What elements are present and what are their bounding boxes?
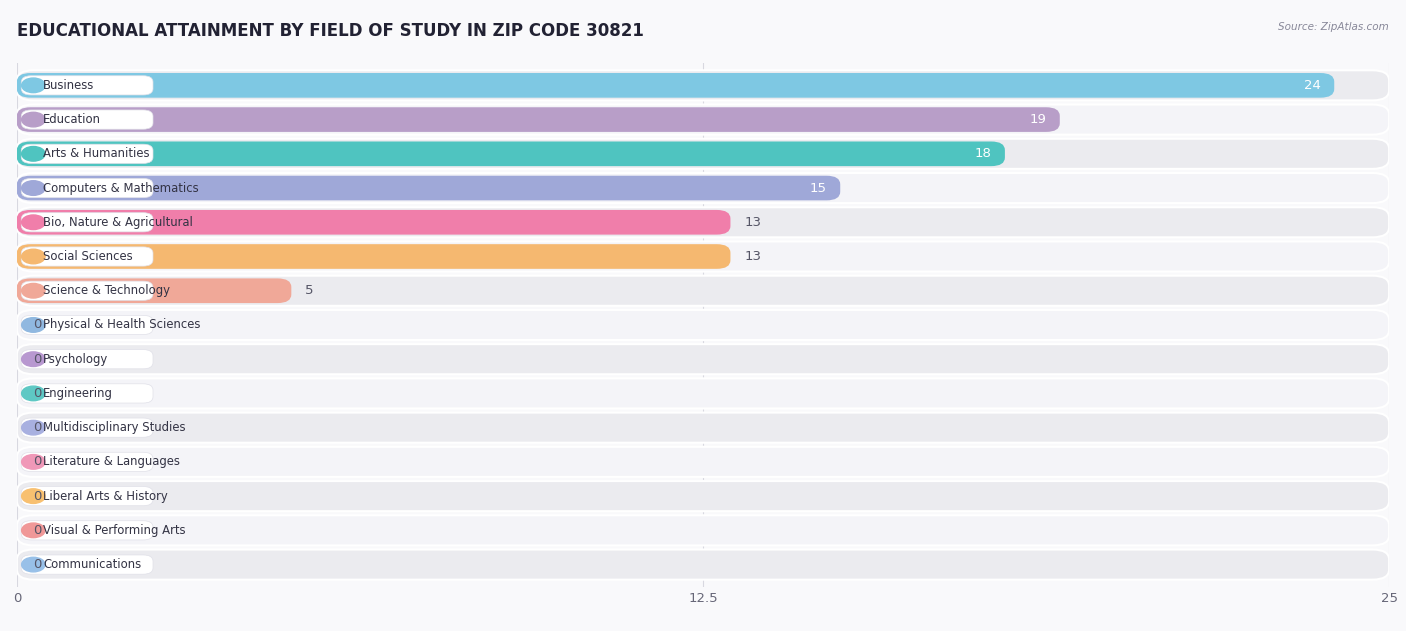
FancyBboxPatch shape [21, 316, 153, 334]
Circle shape [21, 454, 45, 469]
FancyBboxPatch shape [17, 210, 731, 235]
Circle shape [21, 146, 45, 161]
Circle shape [21, 215, 45, 230]
Text: Engineering: Engineering [44, 387, 112, 400]
FancyBboxPatch shape [17, 310, 1389, 340]
Text: 0: 0 [34, 456, 42, 468]
FancyBboxPatch shape [21, 213, 153, 232]
FancyBboxPatch shape [17, 141, 1005, 166]
FancyBboxPatch shape [17, 107, 1060, 132]
FancyBboxPatch shape [21, 144, 153, 163]
FancyBboxPatch shape [17, 175, 841, 201]
FancyBboxPatch shape [21, 418, 153, 437]
Text: Liberal Arts & History: Liberal Arts & History [44, 490, 167, 503]
FancyBboxPatch shape [21, 350, 153, 369]
FancyBboxPatch shape [17, 73, 1334, 98]
Text: 15: 15 [810, 182, 827, 194]
Circle shape [21, 249, 45, 264]
Text: Source: ZipAtlas.com: Source: ZipAtlas.com [1278, 22, 1389, 32]
FancyBboxPatch shape [17, 278, 291, 303]
FancyBboxPatch shape [21, 487, 153, 505]
Circle shape [21, 78, 45, 93]
Text: 0: 0 [34, 353, 42, 366]
FancyBboxPatch shape [21, 555, 153, 574]
FancyBboxPatch shape [17, 516, 1389, 545]
Circle shape [21, 420, 45, 435]
Text: 13: 13 [744, 250, 761, 263]
Circle shape [21, 317, 45, 333]
FancyBboxPatch shape [17, 379, 1389, 408]
Text: Arts & Humanities: Arts & Humanities [44, 147, 149, 160]
Text: Psychology: Psychology [44, 353, 108, 366]
Text: 0: 0 [34, 319, 42, 331]
FancyBboxPatch shape [17, 413, 1389, 443]
Circle shape [21, 489, 45, 504]
Circle shape [21, 386, 45, 401]
Text: 13: 13 [744, 216, 761, 229]
FancyBboxPatch shape [21, 281, 153, 300]
FancyBboxPatch shape [21, 110, 153, 129]
Text: 18: 18 [974, 147, 991, 160]
Text: Science & Technology: Science & Technology [44, 284, 170, 297]
Text: 0: 0 [34, 558, 42, 571]
Text: 0: 0 [34, 387, 42, 400]
FancyBboxPatch shape [17, 244, 731, 269]
FancyBboxPatch shape [21, 452, 153, 471]
Circle shape [21, 523, 45, 538]
FancyBboxPatch shape [21, 179, 153, 198]
Text: 24: 24 [1303, 79, 1320, 92]
Text: Literature & Languages: Literature & Languages [44, 456, 180, 468]
FancyBboxPatch shape [21, 76, 153, 95]
FancyBboxPatch shape [21, 521, 153, 540]
Circle shape [21, 352, 45, 367]
Text: 19: 19 [1029, 113, 1046, 126]
Text: Education: Education [44, 113, 101, 126]
Text: Physical & Health Sciences: Physical & Health Sciences [44, 319, 201, 331]
Circle shape [21, 283, 45, 298]
FancyBboxPatch shape [17, 481, 1389, 511]
Text: Bio, Nature & Agricultural: Bio, Nature & Agricultural [44, 216, 193, 229]
FancyBboxPatch shape [21, 384, 153, 403]
FancyBboxPatch shape [17, 139, 1389, 169]
Text: Multidisciplinary Studies: Multidisciplinary Studies [44, 421, 186, 434]
Text: Business: Business [44, 79, 94, 92]
FancyBboxPatch shape [17, 550, 1389, 580]
Text: Social Sciences: Social Sciences [44, 250, 132, 263]
FancyBboxPatch shape [17, 173, 1389, 203]
Text: Computers & Mathematics: Computers & Mathematics [44, 182, 198, 194]
Text: 0: 0 [34, 490, 42, 503]
Text: 0: 0 [34, 421, 42, 434]
FancyBboxPatch shape [21, 247, 153, 266]
FancyBboxPatch shape [17, 276, 1389, 306]
Circle shape [21, 112, 45, 127]
FancyBboxPatch shape [17, 242, 1389, 271]
FancyBboxPatch shape [17, 207, 1389, 237]
Text: EDUCATIONAL ATTAINMENT BY FIELD OF STUDY IN ZIP CODE 30821: EDUCATIONAL ATTAINMENT BY FIELD OF STUDY… [17, 22, 644, 40]
Circle shape [21, 180, 45, 196]
Circle shape [21, 557, 45, 572]
FancyBboxPatch shape [17, 344, 1389, 374]
FancyBboxPatch shape [17, 70, 1389, 100]
FancyBboxPatch shape [17, 447, 1389, 477]
FancyBboxPatch shape [17, 105, 1389, 134]
Text: Visual & Performing Arts: Visual & Performing Arts [44, 524, 186, 537]
Text: 0: 0 [34, 524, 42, 537]
Text: Communications: Communications [44, 558, 142, 571]
Text: 5: 5 [305, 284, 314, 297]
